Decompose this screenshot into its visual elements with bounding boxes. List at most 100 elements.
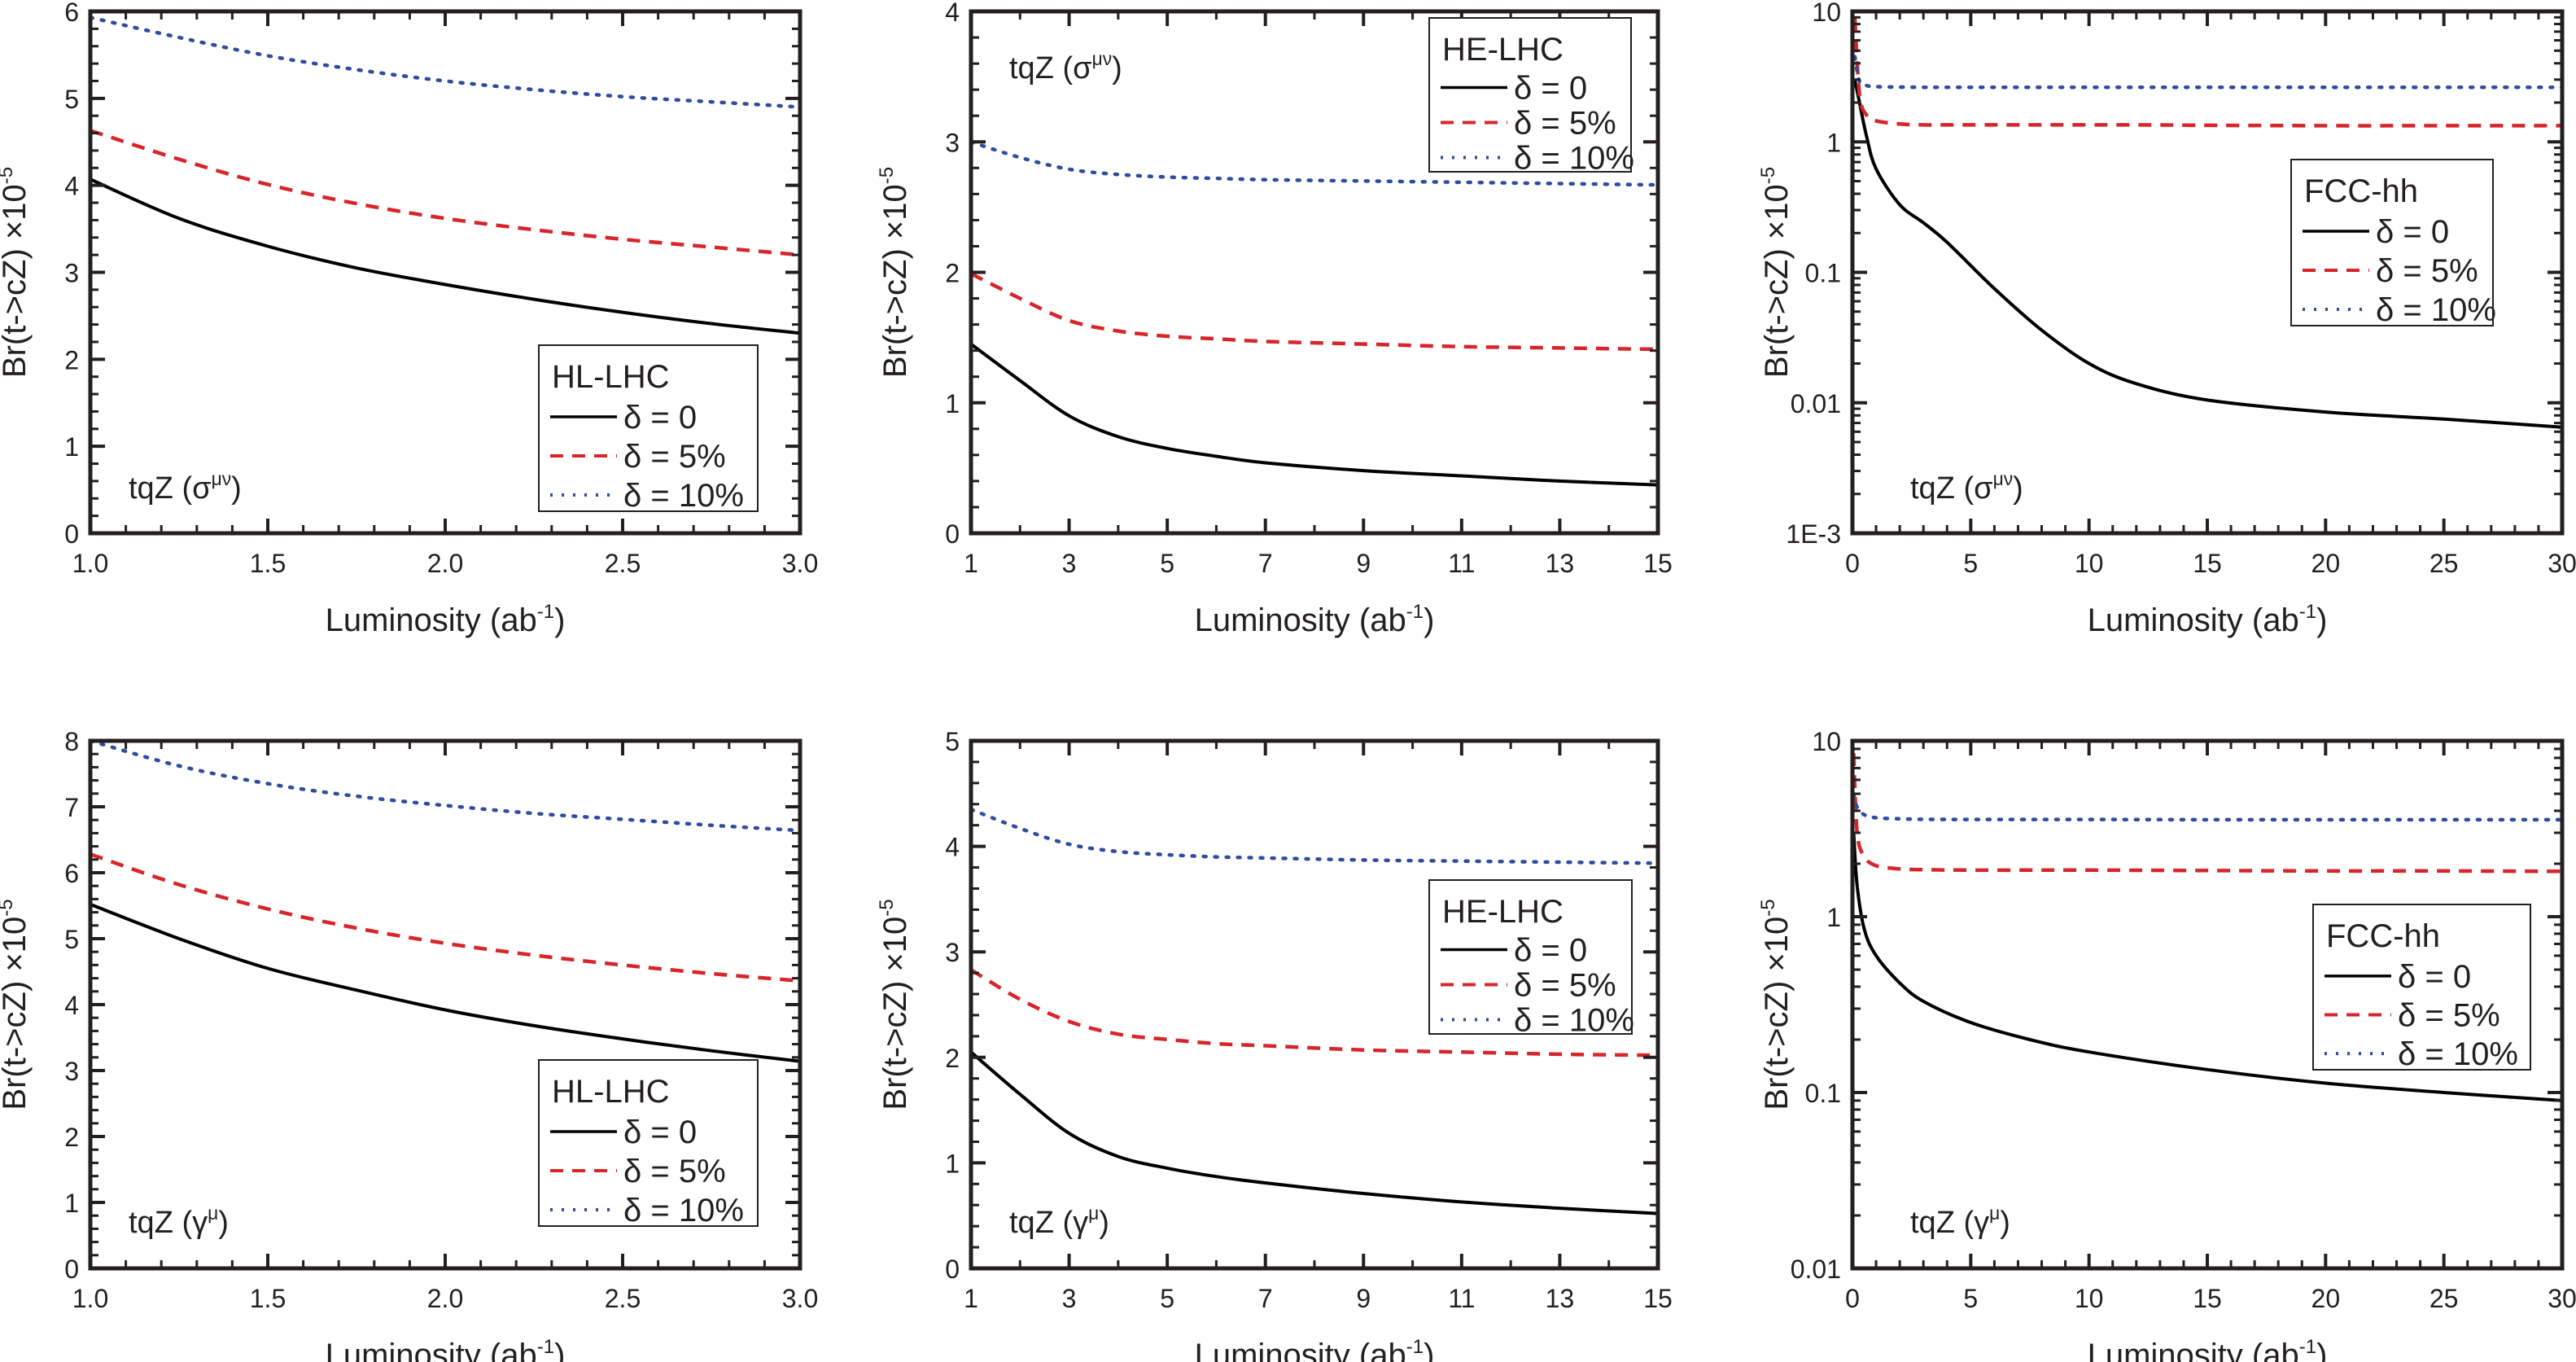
x-tick-label: 15 [1643, 1284, 1673, 1313]
process-annotation: tqZ (γμ) [1910, 1202, 2010, 1240]
legend-label: δ = 10% [2398, 1036, 2518, 1072]
legend-label: δ = 10% [1514, 1003, 1634, 1039]
legend-label: δ = 5% [2376, 253, 2478, 289]
x-axis-title: Luminosity (ab-1) [1195, 1336, 1435, 1362]
process-annotation: tqZ (σμν) [1910, 468, 2023, 506]
y-tick-label: 10 [1812, 727, 1841, 756]
x-tick-label: 1.5 [250, 549, 286, 578]
series-line-delta-0 [90, 177, 800, 335]
y-tick-label: 1 [945, 1149, 960, 1178]
legend-label: δ = 5% [1514, 968, 1616, 1004]
x-tick-label: 3 [1062, 1284, 1077, 1313]
series-line-delta-10 [90, 15, 800, 109]
y-tick-label: 3 [64, 1057, 79, 1086]
x-axis-title: Luminosity (ab-1) [326, 1336, 566, 1362]
legend-label: δ = 10% [2376, 292, 2496, 328]
y-tick-label: 4 [64, 172, 79, 201]
y-tick-label: 5 [945, 727, 960, 756]
series-line-delta-0 [971, 343, 1658, 487]
legend-label: δ = 0 [623, 400, 697, 436]
y-tick-label: 4 [64, 991, 79, 1020]
x-axis-title: Luminosity (ab-1) [326, 601, 566, 638]
x-tick-label: 9 [1356, 549, 1371, 578]
x-tick-label: 2.0 [427, 549, 463, 578]
x-tick-label: 5 [1963, 1284, 1978, 1313]
series-line-delta-5 [971, 968, 1658, 1058]
x-tick-label: 20 [2311, 549, 2341, 578]
y-tick-label: 5 [64, 85, 79, 114]
panel-p3: 0 5 10 15 20 25 30 1E-3 0.01 0.1 1 10 Luminosity (ab… [1757, 0, 2576, 638]
legend-title: FCC-hh [2326, 918, 2440, 954]
y-tick-label: 1 [1826, 903, 1841, 932]
x-tick-label: 1.5 [250, 1284, 286, 1313]
y-tick-label: 0.1 [1805, 1079, 1841, 1108]
y-tick-label: 3 [945, 938, 960, 967]
x-tick-label: 2.0 [427, 1284, 463, 1313]
y-tick-label: 7 [64, 793, 79, 822]
legend-title: FCC-hh [2304, 173, 2418, 209]
process-annotation: tqZ (σμν) [129, 468, 242, 506]
x-tick-label: 2.5 [605, 549, 641, 578]
process-annotation: tqZ (γμ) [129, 1202, 229, 1240]
legend-label: δ = 0 [623, 1115, 697, 1150]
legend-label: δ = 5% [2398, 998, 2500, 1034]
y-axis-title: Br(t->cZ) ×10-5 [876, 899, 913, 1110]
x-tick-label: 1.0 [72, 1284, 108, 1313]
y-axis-title: Br(t->cZ) ×10-5 [0, 167, 33, 378]
legend-title: HE-LHC [1442, 894, 1564, 930]
y-axis-title: Br(t->cZ) ×10-5 [0, 899, 33, 1110]
x-tick-label: 1 [964, 549, 978, 578]
x-axis-title: Luminosity (ab-1) [1195, 601, 1435, 638]
x-tick-label: 25 [2429, 1284, 2459, 1313]
y-tick-label: 1 [64, 1189, 79, 1218]
x-tick-label: 30 [2548, 1284, 2576, 1313]
y-tick-label: 2 [64, 345, 79, 374]
y-axis-title: Br(t->cZ) ×10-5 [876, 167, 913, 378]
legend-box [538, 1059, 759, 1227]
x-tick-label: 2.5 [605, 1284, 641, 1313]
y-tick-label: 1E-3 [1786, 519, 1841, 549]
y-tick-label: 4 [945, 833, 960, 862]
legend-label: δ = 5% [623, 439, 726, 475]
x-tick-label: 3.0 [782, 549, 818, 578]
panel-p1: 1.0 1.5 2.0 2.5 3.0 0 1 2 3 4 5 6 Luminosity (ab-1) B… [0, 0, 818, 638]
y-tick-label: 0 [64, 519, 79, 549]
series-line-delta-0 [1852, 832, 2562, 1102]
x-axis-title: Luminosity (ab-1) [2088, 601, 2328, 638]
series-line-delta-10 [1852, 55, 2562, 90]
x-tick-label: 10 [2075, 549, 2104, 578]
y-tick-label: 10 [1812, 0, 1841, 27]
panel-p6: 0 5 10 15 20 25 30 0.01 0.1 1 10 Luminosity (ab-1) B… [1757, 727, 2576, 1362]
x-tick-label: 11 [1448, 549, 1475, 578]
x-tick-label: 30 [2548, 549, 2576, 578]
series-line-delta-0 [971, 1050, 1658, 1215]
legend-title: HL-LHC [552, 359, 669, 395]
series-line-delta-5 [1852, 753, 2562, 874]
y-tick-label: 6 [64, 0, 79, 27]
legend-label: δ = 0 [2376, 214, 2449, 250]
y-tick-label: 0.01 [1791, 389, 1841, 418]
y-tick-label: 2 [945, 259, 960, 288]
y-tick-label: 2 [64, 1123, 79, 1152]
x-tick-label: 1 [964, 1284, 978, 1313]
x-tick-label: 13 [1546, 549, 1575, 578]
y-axis-title: Br(t->cZ) ×10-5 [1757, 167, 1795, 378]
legend-box [538, 344, 759, 512]
x-tick-label: 7 [1258, 549, 1273, 578]
x-tick-label: 5 [1963, 549, 1978, 578]
y-tick-label: 2 [945, 1044, 960, 1073]
legend-label: δ = 5% [623, 1154, 726, 1189]
series-line-delta-5 [971, 272, 1658, 352]
legend-label: δ = 10% [1514, 141, 1634, 177]
legend-box [1428, 879, 1633, 1035]
legend-label: δ = 0 [1514, 71, 1587, 107]
x-tick-label: 1.0 [72, 549, 108, 578]
y-tick-label: 0 [945, 1255, 960, 1284]
legend: HL-LHC δ = 0 δ = 5% δ = 10% [538, 1059, 759, 1228]
y-tick-label: 1 [1826, 128, 1841, 157]
y-tick-label: 1 [945, 389, 960, 418]
legend-label: δ = 10% [623, 478, 744, 514]
legend-label: δ = 5% [1514, 106, 1616, 142]
